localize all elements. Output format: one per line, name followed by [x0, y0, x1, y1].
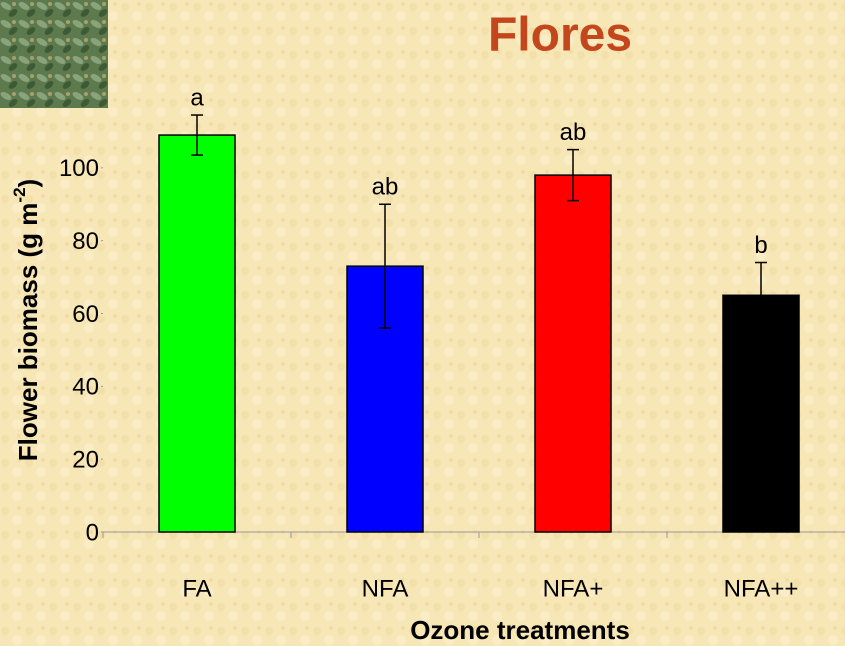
- y-tick-label: 0: [86, 519, 99, 546]
- y-title-part: ): [13, 179, 43, 188]
- significance-label: b: [754, 232, 767, 259]
- y-tick-label: 80: [72, 228, 99, 255]
- y-title-sup: -2: [10, 187, 29, 202]
- y-tick-label: 40: [72, 374, 99, 401]
- chart-title: Flores: [488, 9, 632, 62]
- y-tick-label: 60: [72, 301, 99, 328]
- bar: [534, 174, 612, 533]
- x-tick-label: NFA: [362, 575, 409, 602]
- y-title-part: Flower biomass (g m: [13, 203, 43, 462]
- x-tick-label: FA: [182, 575, 211, 602]
- significance-label: ab: [372, 174, 399, 201]
- x-tick-label: NFA++: [724, 575, 799, 602]
- bar: [722, 294, 800, 533]
- x-axis-title: Ozone treatments: [410, 615, 630, 645]
- y-tick-label: 20: [72, 447, 99, 474]
- y-tick-label: 100: [59, 155, 99, 182]
- photo: [0, 0, 108, 108]
- significance-label: a: [190, 84, 204, 111]
- y-axis-title: Flower biomass (g m-2): [10, 179, 42, 461]
- bar: [158, 134, 236, 533]
- x-tick-label: NFA+: [543, 575, 604, 602]
- significance-label: ab: [560, 119, 587, 146]
